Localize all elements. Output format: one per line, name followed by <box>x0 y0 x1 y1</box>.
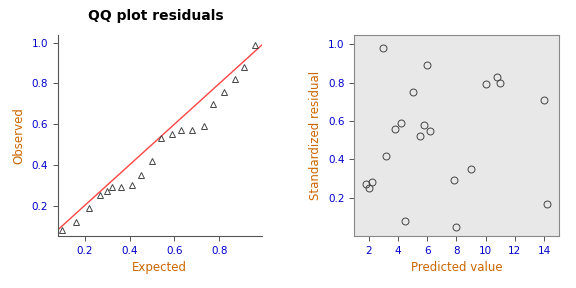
Y-axis label: Standardized residual: Standardized residual <box>309 71 323 200</box>
Text: QQ plot residuals: QQ plot residuals <box>88 9 223 23</box>
X-axis label: Expected: Expected <box>132 262 187 274</box>
X-axis label: Predicted value: Predicted value <box>411 262 502 274</box>
Y-axis label: Observed: Observed <box>13 107 26 164</box>
